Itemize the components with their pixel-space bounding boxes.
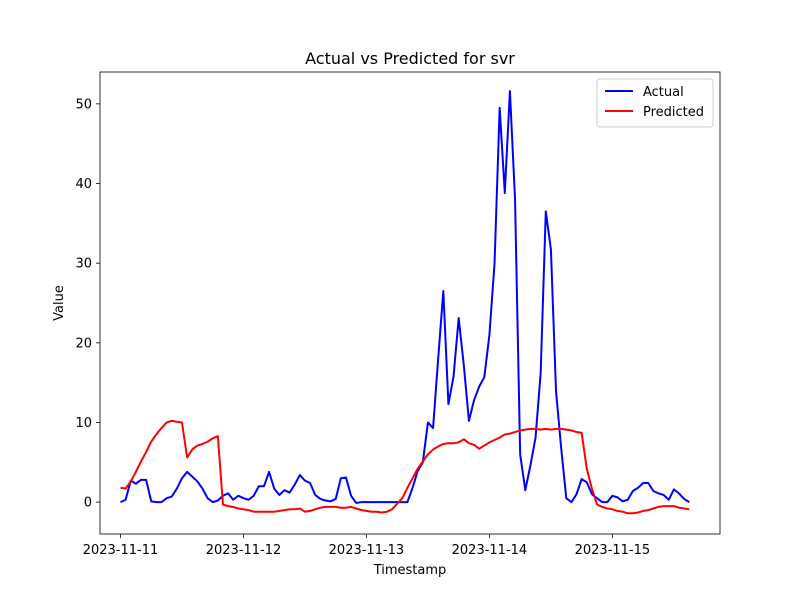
y-tick-label: 20: [75, 336, 92, 351]
series-layer: [120, 90, 690, 515]
chart-title: Actual vs Predicted for svr: [305, 49, 515, 68]
plot-frame: [99, 71, 721, 535]
y-axis-label: Value: [52, 285, 67, 321]
x-tick-label: 2023-11-13: [329, 543, 405, 558]
legend: Actual Predicted: [596, 78, 714, 128]
y-tick-label: 30: [75, 257, 92, 272]
series-line-predicted: [120, 419, 690, 515]
legend-label-predicted: Predicted: [643, 105, 704, 120]
x-tick-label: 2023-11-12: [206, 543, 282, 558]
y-tick-label: 50: [75, 97, 92, 112]
x-axis-ticks: 2023-11-11 2023-11-12 2023-11-13 2023-11-14…: [83, 534, 650, 558]
y-tick-label: 10: [75, 416, 92, 431]
plot-area: [100, 72, 720, 534]
x-tick-label: 2023-11-15: [575, 543, 651, 558]
legend-label-actual: Actual: [643, 85, 684, 100]
y-tick-label: 0: [84, 496, 92, 511]
y-tick-label: 40: [75, 177, 92, 192]
x-tick-label: 2023-11-11: [83, 543, 159, 558]
x-tick-label: 2023-11-14: [452, 543, 528, 558]
y-axis-ticks: 0 10 20 30 40 50: [75, 97, 100, 511]
x-axis-label: Timestamp: [373, 563, 447, 578]
